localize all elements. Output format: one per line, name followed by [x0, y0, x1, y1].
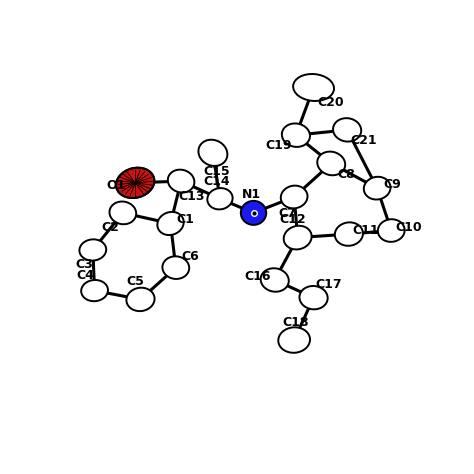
Ellipse shape: [81, 280, 108, 301]
Text: C18: C18: [283, 316, 309, 329]
Text: N1: N1: [242, 188, 261, 201]
Text: C14: C14: [203, 175, 230, 188]
Ellipse shape: [241, 201, 266, 225]
Text: C3: C3: [75, 258, 93, 271]
Ellipse shape: [300, 286, 328, 310]
Text: C4: C4: [77, 269, 95, 282]
Ellipse shape: [168, 170, 194, 192]
Text: C16: C16: [245, 270, 271, 283]
Text: C9: C9: [383, 178, 401, 191]
Text: C2: C2: [101, 220, 119, 234]
Text: C11: C11: [353, 224, 379, 237]
Text: C19: C19: [266, 139, 292, 152]
Ellipse shape: [335, 222, 363, 246]
Ellipse shape: [281, 186, 308, 209]
Text: C12: C12: [279, 213, 306, 227]
Text: C8: C8: [337, 168, 355, 181]
Ellipse shape: [364, 177, 391, 200]
Text: C7: C7: [278, 208, 296, 220]
Ellipse shape: [284, 226, 311, 249]
Text: C1: C1: [176, 213, 194, 227]
Ellipse shape: [333, 118, 361, 142]
Text: C5: C5: [126, 275, 144, 288]
Text: C6: C6: [182, 250, 200, 263]
Ellipse shape: [293, 74, 334, 101]
Ellipse shape: [199, 140, 228, 166]
Ellipse shape: [127, 288, 155, 311]
Ellipse shape: [109, 201, 136, 224]
Text: C20: C20: [317, 96, 344, 109]
Ellipse shape: [116, 168, 155, 198]
Text: C10: C10: [395, 220, 421, 234]
Ellipse shape: [207, 188, 233, 210]
Ellipse shape: [378, 219, 405, 242]
Text: C17: C17: [315, 278, 342, 291]
Ellipse shape: [80, 239, 106, 261]
Ellipse shape: [278, 327, 310, 353]
Ellipse shape: [163, 256, 189, 279]
Ellipse shape: [261, 268, 289, 292]
Text: O1: O1: [106, 179, 126, 192]
Text: C21: C21: [351, 134, 377, 147]
Text: C15: C15: [203, 164, 230, 178]
Ellipse shape: [282, 123, 310, 147]
Ellipse shape: [317, 152, 345, 175]
Text: C13: C13: [178, 191, 205, 203]
Ellipse shape: [157, 212, 184, 235]
